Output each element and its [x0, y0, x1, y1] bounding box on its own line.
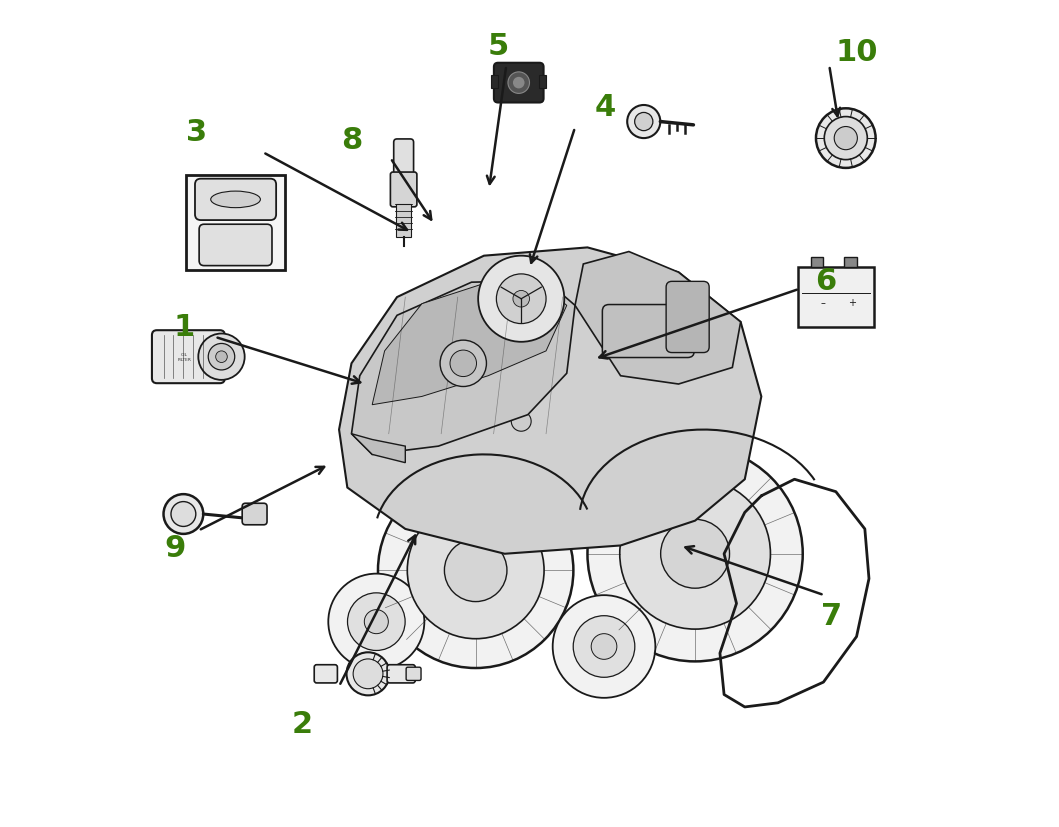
- Circle shape: [588, 447, 803, 662]
- FancyBboxPatch shape: [199, 225, 272, 266]
- FancyBboxPatch shape: [391, 173, 417, 208]
- Circle shape: [553, 595, 656, 698]
- Bar: [797, 268, 874, 327]
- Bar: [491, 76, 498, 89]
- FancyBboxPatch shape: [388, 665, 415, 683]
- Circle shape: [627, 106, 661, 139]
- Circle shape: [163, 495, 203, 534]
- Text: 7: 7: [821, 601, 842, 631]
- Text: 3: 3: [186, 117, 208, 147]
- Circle shape: [508, 73, 530, 94]
- Circle shape: [513, 291, 530, 308]
- Text: 8: 8: [341, 126, 362, 155]
- FancyBboxPatch shape: [315, 665, 338, 683]
- Circle shape: [816, 109, 876, 169]
- Circle shape: [347, 593, 406, 651]
- FancyBboxPatch shape: [151, 331, 225, 384]
- Text: 1: 1: [174, 312, 195, 342]
- Circle shape: [216, 351, 228, 363]
- Text: –: –: [821, 298, 826, 308]
- Circle shape: [408, 502, 544, 639]
- Polygon shape: [339, 248, 761, 554]
- Circle shape: [346, 653, 390, 696]
- Text: 9: 9: [164, 533, 185, 562]
- Text: 10: 10: [836, 37, 878, 67]
- Bar: [186, 175, 285, 271]
- Text: OIL
FILTER: OIL FILTER: [177, 353, 192, 361]
- Circle shape: [834, 127, 858, 151]
- Circle shape: [328, 574, 425, 670]
- Circle shape: [591, 633, 616, 660]
- Circle shape: [824, 117, 867, 160]
- FancyBboxPatch shape: [666, 282, 710, 353]
- Circle shape: [620, 479, 771, 629]
- Circle shape: [573, 616, 634, 677]
- Circle shape: [513, 78, 524, 89]
- Circle shape: [441, 341, 486, 387]
- Polygon shape: [575, 252, 740, 385]
- Text: 2: 2: [291, 709, 312, 739]
- FancyBboxPatch shape: [407, 667, 421, 681]
- Circle shape: [634, 113, 652, 131]
- Circle shape: [511, 412, 532, 432]
- Text: 6: 6: [815, 266, 837, 296]
- Polygon shape: [372, 283, 567, 405]
- Polygon shape: [352, 281, 575, 455]
- Ellipse shape: [211, 192, 261, 208]
- Bar: [844, 258, 857, 268]
- FancyBboxPatch shape: [243, 504, 267, 525]
- Bar: [811, 258, 824, 268]
- Bar: [539, 76, 546, 89]
- Circle shape: [661, 519, 730, 589]
- Circle shape: [198, 334, 245, 380]
- Circle shape: [479, 256, 564, 342]
- FancyBboxPatch shape: [493, 64, 543, 103]
- FancyBboxPatch shape: [195, 179, 276, 221]
- Circle shape: [445, 539, 507, 602]
- Text: 5: 5: [487, 31, 508, 61]
- Circle shape: [450, 351, 477, 377]
- Circle shape: [364, 610, 389, 633]
- Circle shape: [353, 659, 383, 689]
- Circle shape: [497, 275, 546, 324]
- Circle shape: [170, 502, 196, 527]
- Circle shape: [209, 344, 235, 370]
- FancyBboxPatch shape: [396, 205, 411, 238]
- Circle shape: [378, 473, 573, 668]
- Polygon shape: [352, 434, 406, 463]
- Text: 4: 4: [595, 93, 616, 122]
- Text: +: +: [848, 298, 857, 308]
- FancyBboxPatch shape: [603, 305, 695, 358]
- FancyBboxPatch shape: [394, 140, 414, 181]
